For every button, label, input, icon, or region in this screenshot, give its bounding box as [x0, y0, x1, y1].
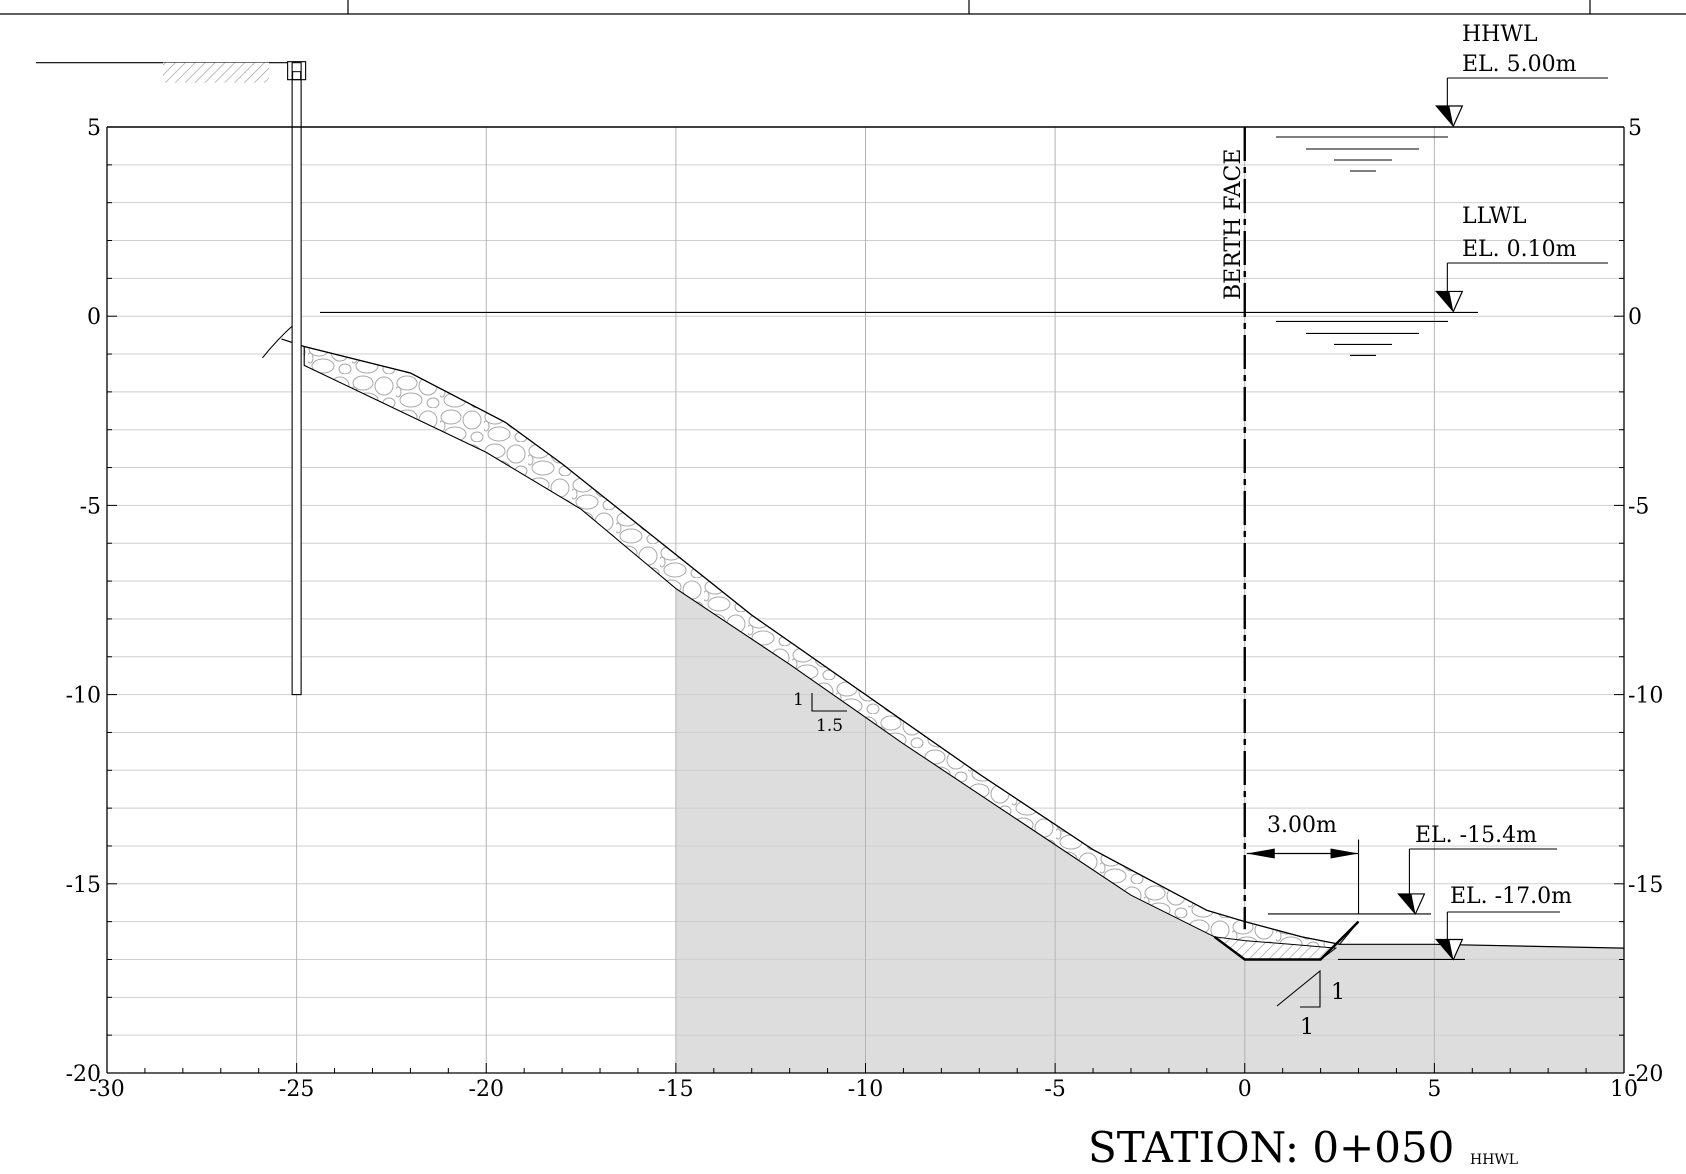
slope-run-label: 1.5: [816, 716, 843, 736]
axes-layer: -30 -25 -20 -15 -10 -5 0 5 10-20 -20-15 -15-10 -10-…: [66, 116, 1664, 1102]
y-tick-label-left: -20: [66, 1062, 101, 1087]
slope-rise-label: 1: [793, 690, 804, 710]
llwl-label: LLWL: [1462, 204, 1527, 229]
dimension-label: 3.00m: [1267, 813, 1337, 838]
seabed-profile-line: [281, 338, 1625, 949]
x-tick-label: -10: [848, 1077, 883, 1102]
ground-hatch: [163, 62, 269, 83]
llwl-elevation-label: EL. 0.10m: [1462, 237, 1577, 262]
y-tick-label-right: -20: [1628, 1062, 1663, 1087]
seabed-fill-layer: [675, 584, 1624, 1073]
y-tick-label-left: -5: [80, 494, 101, 519]
x-tick-label: 10: [1610, 1077, 1638, 1102]
llwl-marker-triangle-half: [1436, 291, 1454, 312]
elevation-17-label: EL. -17.0m: [1450, 884, 1572, 909]
x-tick-label: -15: [658, 1077, 693, 1102]
slope-ratio-symbol: [811, 693, 847, 712]
x-tick-label: -20: [469, 1077, 504, 1102]
dimension-arrow-left: [1246, 848, 1275, 859]
seabed-fill: [675, 584, 1624, 1073]
y-tick-label-left: -15: [66, 873, 101, 898]
toe-slope-symbol: [1276, 969, 1321, 1008]
x-tick-label: -5: [1044, 1077, 1065, 1102]
x-tick-label: 5: [1427, 1077, 1441, 1102]
y-tick-label-left: 0: [87, 305, 101, 330]
elevation-15-label: EL. -15.4m: [1415, 823, 1537, 848]
x-tick-label: -25: [279, 1077, 314, 1102]
x-tick-label: -30: [89, 1077, 124, 1102]
dredge-bottom-line: [1213, 920, 1360, 961]
structure-layer: [36, 61, 1625, 1008]
toe-run-label: 1: [1300, 1015, 1314, 1040]
y-tick-label-right: -5: [1628, 494, 1649, 519]
dimension-arrow-right: [1330, 848, 1359, 859]
el15-marker-triangle-half: [1398, 893, 1416, 914]
berth-face-label: BERTH FACE: [1221, 149, 1246, 300]
pile-cap-inner: [292, 71, 302, 81]
ground-stub: [262, 323, 296, 359]
title-block-strip: [0, 0, 1686, 15]
y-tick-label-left: -10: [66, 684, 101, 709]
hhwl-elevation-label: EL. 5.00m: [1462, 52, 1577, 77]
hhwl-small-label: HHWL: [1470, 1152, 1518, 1168]
y-tick-label-left: 5: [87, 116, 101, 141]
y-tick-label-right: 5: [1628, 116, 1642, 141]
y-tick-label-right: 0: [1628, 305, 1642, 330]
station-label: STATION: 0+050: [1088, 1123, 1454, 1169]
hhwl-marker-triangle-half: [1436, 106, 1454, 126]
x-tick-label: 0: [1238, 1077, 1252, 1102]
sheet-pile: [291, 62, 302, 696]
y-tick-label-right: -10: [1628, 684, 1663, 709]
grid-layer: [106, 126, 1625, 1074]
el17-marker-triangle-half: [1436, 939, 1454, 960]
hhwl-label: HHWL: [1462, 22, 1538, 47]
y-tick-label-right: -15: [1628, 873, 1663, 898]
toe-rise-label: 1: [1331, 980, 1345, 1005]
